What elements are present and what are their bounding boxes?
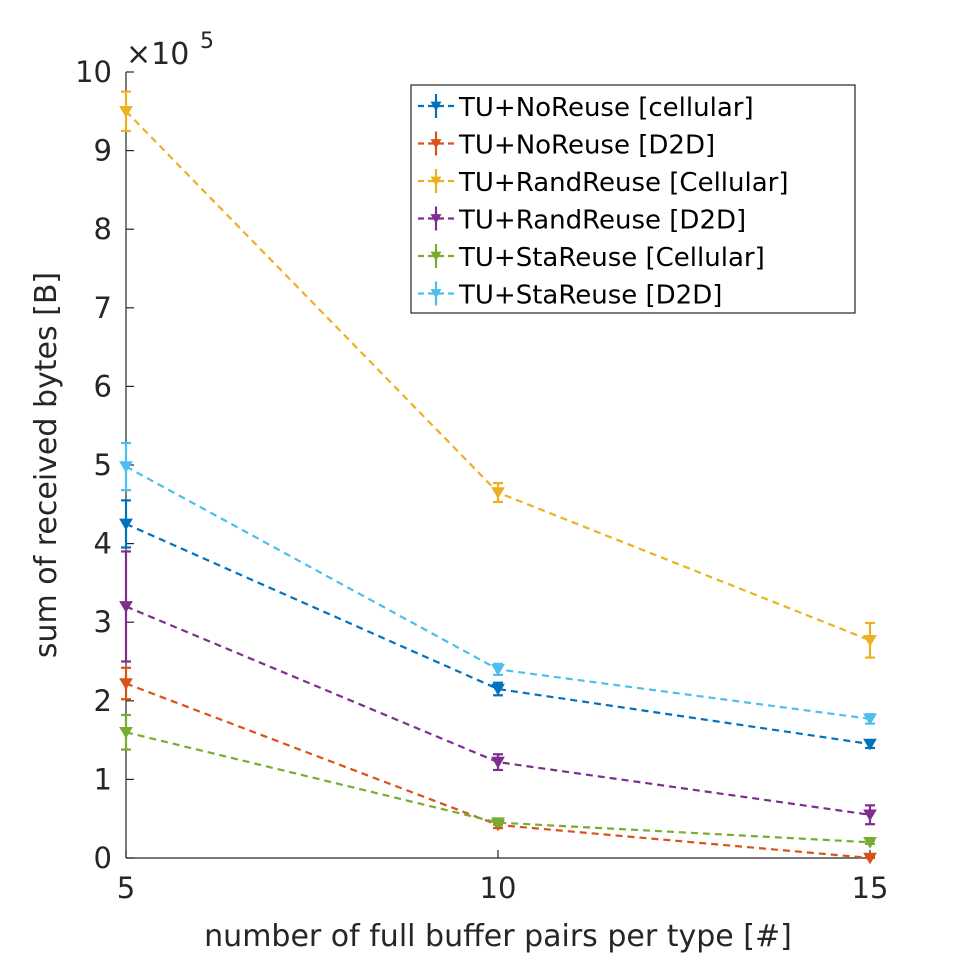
data-point: [863, 713, 877, 726]
axes: 0 1 2 3 4 5 6 7 8 9 10 5 10 15: [75, 55, 888, 905]
series-line: [125, 465, 871, 720]
y-tick-label: 1: [94, 762, 112, 796]
y-axis-label: sum of received bytes [B]: [29, 272, 64, 658]
data-point: [863, 836, 877, 849]
legend-swatch-marker: [430, 289, 442, 299]
data-point: [119, 726, 133, 739]
legend-entry-label: TU+StaReuse [Cellular]: [458, 243, 765, 273]
legend-swatch-marker: [430, 101, 442, 111]
data-point: [119, 461, 133, 473]
data-point: [491, 664, 505, 676]
y-multiplier-exponent: 5: [200, 29, 214, 54]
legend-swatch-marker: [430, 139, 442, 149]
legend-swatch-marker: [430, 214, 442, 224]
y-tick-label: 10: [75, 55, 112, 89]
data-point: [119, 601, 133, 613]
y-tick-label: 6: [94, 369, 112, 403]
y-multiplier-base: ×10: [126, 37, 189, 72]
data-point: [119, 518, 133, 531]
x-axis-label: number of full buffer pairs per type [#]: [204, 919, 792, 954]
y-tick-label: 0: [94, 841, 112, 875]
data-point: [863, 634, 877, 647]
y-tick-label: 5: [94, 448, 112, 482]
x-tick-label: 5: [117, 871, 135, 905]
data-point: [491, 817, 505, 830]
data-point: [119, 678, 133, 690]
series-layer: [119, 90, 877, 865]
legend-swatch-marker: [430, 251, 442, 261]
y-tick-label: 2: [94, 684, 112, 718]
legend-entry-label: TU+StaReuse [D2D]: [458, 281, 722, 311]
y-tick-label: 7: [94, 291, 112, 325]
series: [119, 499, 877, 751]
legend-swatch-marker: [430, 176, 442, 186]
y-tick-label: 4: [94, 527, 112, 561]
x-tick-label: 10: [480, 871, 517, 905]
data-point: [863, 809, 877, 822]
y-tick-label: 9: [94, 134, 112, 168]
legend: TU+NoReuse [cellular] TU+NoReuse [D2D] TU+…: [410, 84, 856, 314]
legend-entry-label: TU+RandReuse [Cellular]: [458, 168, 789, 198]
y-tick-label: 3: [94, 605, 112, 639]
legend-entry-label: TU+NoReuse [cellular]: [458, 93, 754, 123]
series: [119, 441, 877, 726]
x-tick-label: 15: [852, 871, 889, 905]
data-point: [863, 852, 877, 865]
series: [119, 550, 877, 826]
legend-entry-label: TU+RandReuse [D2D]: [458, 206, 746, 236]
data-point: [491, 756, 505, 769]
series-line: [125, 605, 871, 816]
y-tick-label: 8: [94, 212, 112, 246]
data-point: [863, 738, 877, 751]
data-point: [491, 683, 505, 696]
series: [119, 713, 877, 849]
series-line: [125, 522, 871, 746]
legend-box: [410, 84, 856, 314]
series: [119, 90, 877, 659]
legend-entry-label: TU+NoReuse [D2D]: [458, 131, 715, 161]
data-point: [491, 487, 505, 499]
data-point: [119, 106, 133, 118]
